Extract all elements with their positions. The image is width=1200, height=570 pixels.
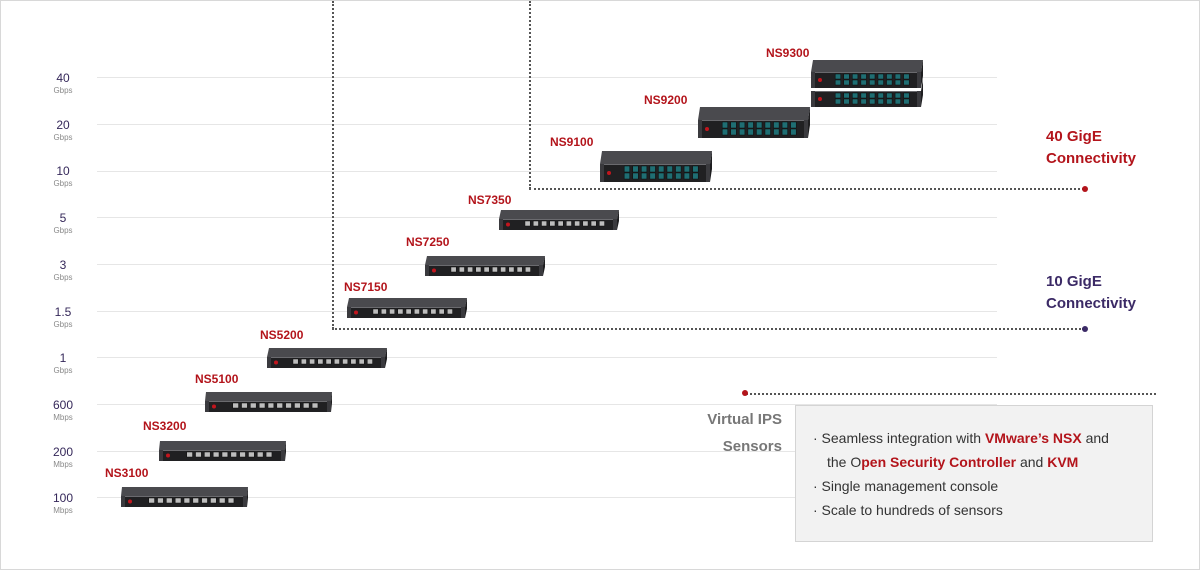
bracket-10g-end-dot <box>1082 326 1088 332</box>
connectivity-10g-label: 10 GigE Connectivity <box>1046 271 1136 315</box>
device-ns3200 <box>159 441 286 461</box>
appliance-graphic <box>347 298 467 318</box>
device-ns7250 <box>425 256 545 276</box>
bracket-10g-horizontal <box>332 328 1084 330</box>
gridline-100m <box>97 497 997 498</box>
bracket-40g-horizontal <box>529 188 1084 190</box>
connectivity-40g-line1: 40 GigE <box>1046 128 1102 145</box>
virtual-bracket-line <box>746 393 1156 395</box>
device-ns3100 <box>121 487 248 507</box>
appliance-graphic <box>121 487 248 507</box>
gridline-200m <box>97 451 997 452</box>
connectivity-40g-line2: Connectivity <box>1046 150 1137 167</box>
gridline-20g <box>97 124 997 125</box>
device-ns9200 <box>698 107 810 138</box>
appliance-graphic <box>205 392 332 412</box>
product-label-ns7150: NS7150 <box>344 280 388 294</box>
feature-highlight-osc: pen Security Controller <box>861 454 1017 470</box>
appliance-graphic <box>159 441 286 461</box>
product-label-ns3200: NS3200 <box>143 419 187 433</box>
product-label-ns7350: NS7350 <box>468 193 512 207</box>
product-label-ns3100: NS3100 <box>105 466 149 480</box>
feature-text: the O <box>827 454 862 470</box>
gridline-40g <box>97 77 997 78</box>
tick-1g: 1 Gbps <box>53 351 73 376</box>
connectivity-10g-line1: 10 GigE <box>1046 273 1102 290</box>
tick-20g: 20 Gbps <box>53 118 73 143</box>
bracket-40g-end-dot <box>1082 186 1088 192</box>
gridline-1g <box>97 357 997 358</box>
bracket-10g-vertical <box>332 1 334 329</box>
connectivity-40g-label: 40 GigE Connectivity <box>1046 126 1136 170</box>
appliance-graphic <box>267 348 387 368</box>
device-ns7350 <box>499 210 619 230</box>
product-label-ns9200: NS9200 <box>644 93 688 107</box>
product-label-ns9100: NS9100 <box>550 135 594 149</box>
feature-highlight-kvm: KVM <box>1047 454 1079 470</box>
device-ns9300 <box>811 60 923 107</box>
feature-item-scale: · Scale to hundreds of sensors <box>813 502 1003 518</box>
tick-200m: 200 Mbps <box>52 445 74 470</box>
tick-600m: 600 Mbps <box>52 398 74 423</box>
appliance-graphic <box>499 210 619 230</box>
appliance-graphic <box>425 256 545 276</box>
tick-1-5g: 1.5 Gbps <box>53 305 73 330</box>
device-ns5200 <box>267 348 387 368</box>
feature-text: and <box>1016 454 1048 470</box>
device-ns9100 <box>600 151 712 182</box>
bracket-40g-vertical <box>529 1 531 189</box>
connectivity-10g-line2: Connectivity <box>1046 295 1137 312</box>
product-label-ns5100: NS5100 <box>195 372 239 386</box>
tick-40g: 40 Gbps <box>53 71 73 96</box>
gridline-600m <box>97 404 997 405</box>
device-ns5100 <box>205 392 332 412</box>
product-label-ns5200: NS5200 <box>260 328 304 342</box>
feature-text: and <box>1081 430 1109 446</box>
feature-text: · Seamless integration with <box>813 430 985 446</box>
feature-item-console: · Single management console <box>813 478 999 494</box>
feature-highlight-vmware: VMware’s NSX <box>984 430 1082 446</box>
gridline-10g <box>97 171 997 172</box>
tick-100m: 100 Mbps <box>52 491 74 516</box>
product-label-ns9300: NS9300 <box>766 46 810 60</box>
feature-item-integration-cont: the Open Security Controller and KVM <box>813 450 1152 474</box>
gridline-1-5g <box>97 311 997 312</box>
virtual-bracket-dot <box>742 390 748 396</box>
virtual-ips-line2: Sensors <box>722 438 782 455</box>
tick-10g: 10 Gbps <box>53 164 73 189</box>
appliance-graphic <box>811 60 923 107</box>
tick-5g: 5 Gbps <box>53 211 73 236</box>
product-label-ns7250: NS7250 <box>406 235 450 249</box>
appliance-graphic <box>698 107 810 138</box>
device-ns7150 <box>347 298 467 318</box>
feature-item-integration: · Seamless integration with VMware’s NSX… <box>813 426 1152 450</box>
virtual-ips-label: Virtual IPS Sensors <box>681 406 782 460</box>
feature-box: · Seamless integration with VMware’s NSX… <box>795 405 1153 542</box>
appliance-graphic <box>600 151 712 182</box>
tick-3g: 3 Gbps <box>53 258 73 283</box>
gridline-3g <box>97 264 997 265</box>
virtual-ips-line1: Virtual IPS <box>707 411 782 428</box>
